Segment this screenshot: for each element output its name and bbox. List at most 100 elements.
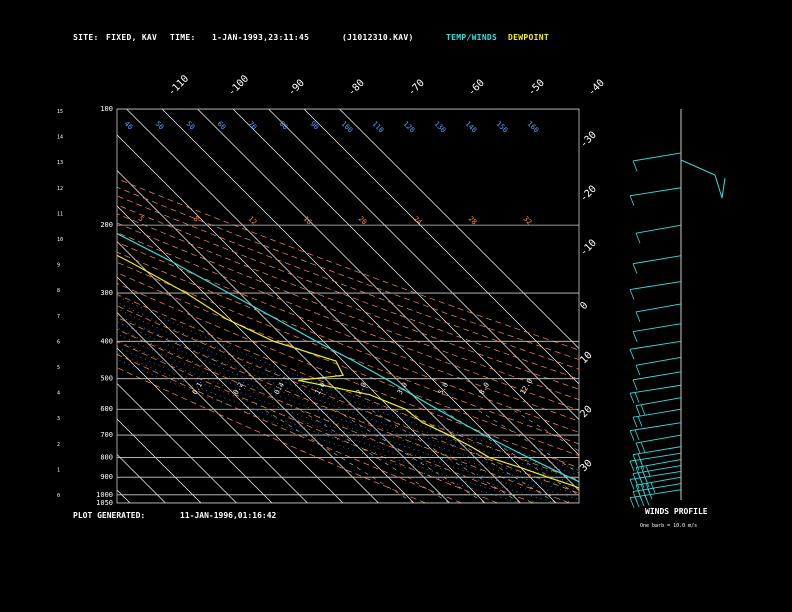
pressure-label: 700 — [100, 431, 113, 439]
height-label: 8 — [57, 288, 60, 294]
isotherm-line — [197, 109, 579, 491]
height-label: 6 — [57, 339, 60, 345]
moist-adiabat-label: 40 — [123, 120, 135, 132]
moist-adiabat-label: 90 — [309, 120, 321, 132]
wind-barb-flag — [637, 453, 643, 464]
dry-adiabat-line — [117, 328, 534, 503]
moist-adiabat-line — [117, 327, 579, 495]
moist-adiabat-line — [117, 314, 579, 486]
isotherm-line — [268, 109, 579, 420]
height-label: 1 — [57, 467, 60, 473]
height-label: 7 — [57, 314, 60, 320]
isotherm-line — [117, 241, 379, 503]
moist-adiabat-label: 60 — [216, 120, 228, 132]
wind-barb-flag — [635, 365, 641, 376]
wind-barb-flag — [632, 263, 638, 274]
wind-barb — [635, 303, 682, 313]
mixing-ratio-line — [263, 408, 415, 503]
wind-barb-flag — [635, 485, 641, 496]
isotherm-label: -40 — [586, 78, 607, 99]
wind-barb-flag — [635, 232, 641, 244]
isotherm-line — [117, 276, 344, 503]
height-label: 9 — [57, 263, 60, 269]
isotherm-line — [117, 418, 202, 503]
wind-barb-flag — [632, 417, 638, 428]
time-label: TIME: — [170, 33, 196, 42]
mixing-ratio-line — [511, 408, 579, 452]
dry-adiabat-line — [117, 272, 579, 457]
mixing-ratio-label: 3.0 — [396, 381, 409, 396]
height-label: 0 — [57, 493, 60, 499]
mixing-ratio-label: 5.0 — [437, 381, 450, 396]
wind-barb-flag — [640, 442, 646, 453]
wind-barb-flag — [640, 404, 646, 416]
isotherm-label: -90 — [286, 78, 307, 99]
wind-barb-flag — [632, 379, 638, 390]
wind-barb-flag — [637, 416, 643, 427]
mixing-ratio-line — [476, 408, 579, 474]
pressure-label: 200 — [100, 221, 113, 229]
wind-barb-flag — [645, 483, 651, 494]
isotherm-line — [117, 383, 237, 503]
wind-barb-flag — [635, 442, 641, 454]
wind-barb — [635, 434, 682, 444]
isotherm-label: -30 — [578, 130, 599, 151]
isotherm-line — [161, 109, 557, 503]
wind-barb — [629, 281, 682, 290]
pressure-label: 1050 — [96, 499, 113, 507]
height-label: 2 — [57, 442, 60, 448]
wind-barb-flag — [635, 311, 641, 323]
isotherm-line — [232, 109, 579, 456]
dry-adiabat-label: 24 — [412, 215, 424, 227]
isotherm-line — [0, 109, 24, 503]
moist-adiabat-line — [117, 308, 579, 481]
wind-barb — [635, 476, 682, 486]
wind-barb — [635, 356, 682, 366]
mixing-ratio-label: 0.1 — [191, 381, 204, 396]
wind-barb-flag — [634, 392, 640, 403]
dry-adiabat-label: 20 — [357, 215, 369, 227]
mixing-ratio-label: 12.0 — [519, 377, 534, 396]
wind-barb-upper — [680, 159, 726, 199]
moist-adiabat-line — [117, 340, 574, 503]
pressure-label: 900 — [100, 473, 113, 481]
height-label: 15 — [57, 109, 63, 115]
isotherm-line — [339, 109, 579, 349]
wind-barb — [632, 371, 682, 381]
wind-barb-flag — [634, 429, 640, 440]
isotherm-line — [117, 489, 131, 503]
wind-barb-flag — [629, 497, 635, 508]
mixing-ratio-line — [298, 408, 450, 503]
isotherm-label: 20 — [578, 404, 594, 420]
dry-adiabat-label: 16 — [302, 215, 314, 227]
wind-barb-flag — [632, 491, 638, 502]
pressure-label: 400 — [100, 337, 113, 345]
wind-barb-flag — [629, 479, 635, 490]
wind-barb — [629, 489, 682, 499]
dry-adiabat-line — [117, 294, 579, 481]
dry-adiabat-label: 5 — [137, 215, 146, 224]
isotherm-label: 10 — [578, 350, 594, 366]
mixing-ratio-label: 8.0 — [478, 381, 491, 396]
wind-barb-flag — [632, 331, 638, 342]
pressure-label: 1000 — [96, 491, 113, 499]
dry-adiabat-line — [117, 222, 579, 401]
wind-barb — [629, 471, 682, 480]
mixing-ratio-line — [369, 408, 521, 503]
wind-barb — [632, 483, 682, 493]
dry-adiabat-line — [117, 241, 579, 422]
dry-adiabat-line — [117, 204, 579, 380]
wind-barb — [629, 452, 682, 462]
time-value: 1-JAN-1993,23:11:45 — [212, 33, 310, 42]
wind-barb-flag — [629, 195, 635, 206]
wind-barb — [632, 152, 682, 162]
wind-barb — [629, 340, 682, 350]
file-id: (J1012310.KAV) — [342, 33, 414, 42]
dry-adiabat-label: 12 — [247, 215, 259, 227]
isotherm-line — [117, 205, 415, 503]
height-label: 14 — [57, 135, 63, 141]
isotherm-line — [117, 454, 166, 503]
wind-barb-flag — [640, 466, 646, 477]
isotherm-line — [117, 134, 486, 503]
